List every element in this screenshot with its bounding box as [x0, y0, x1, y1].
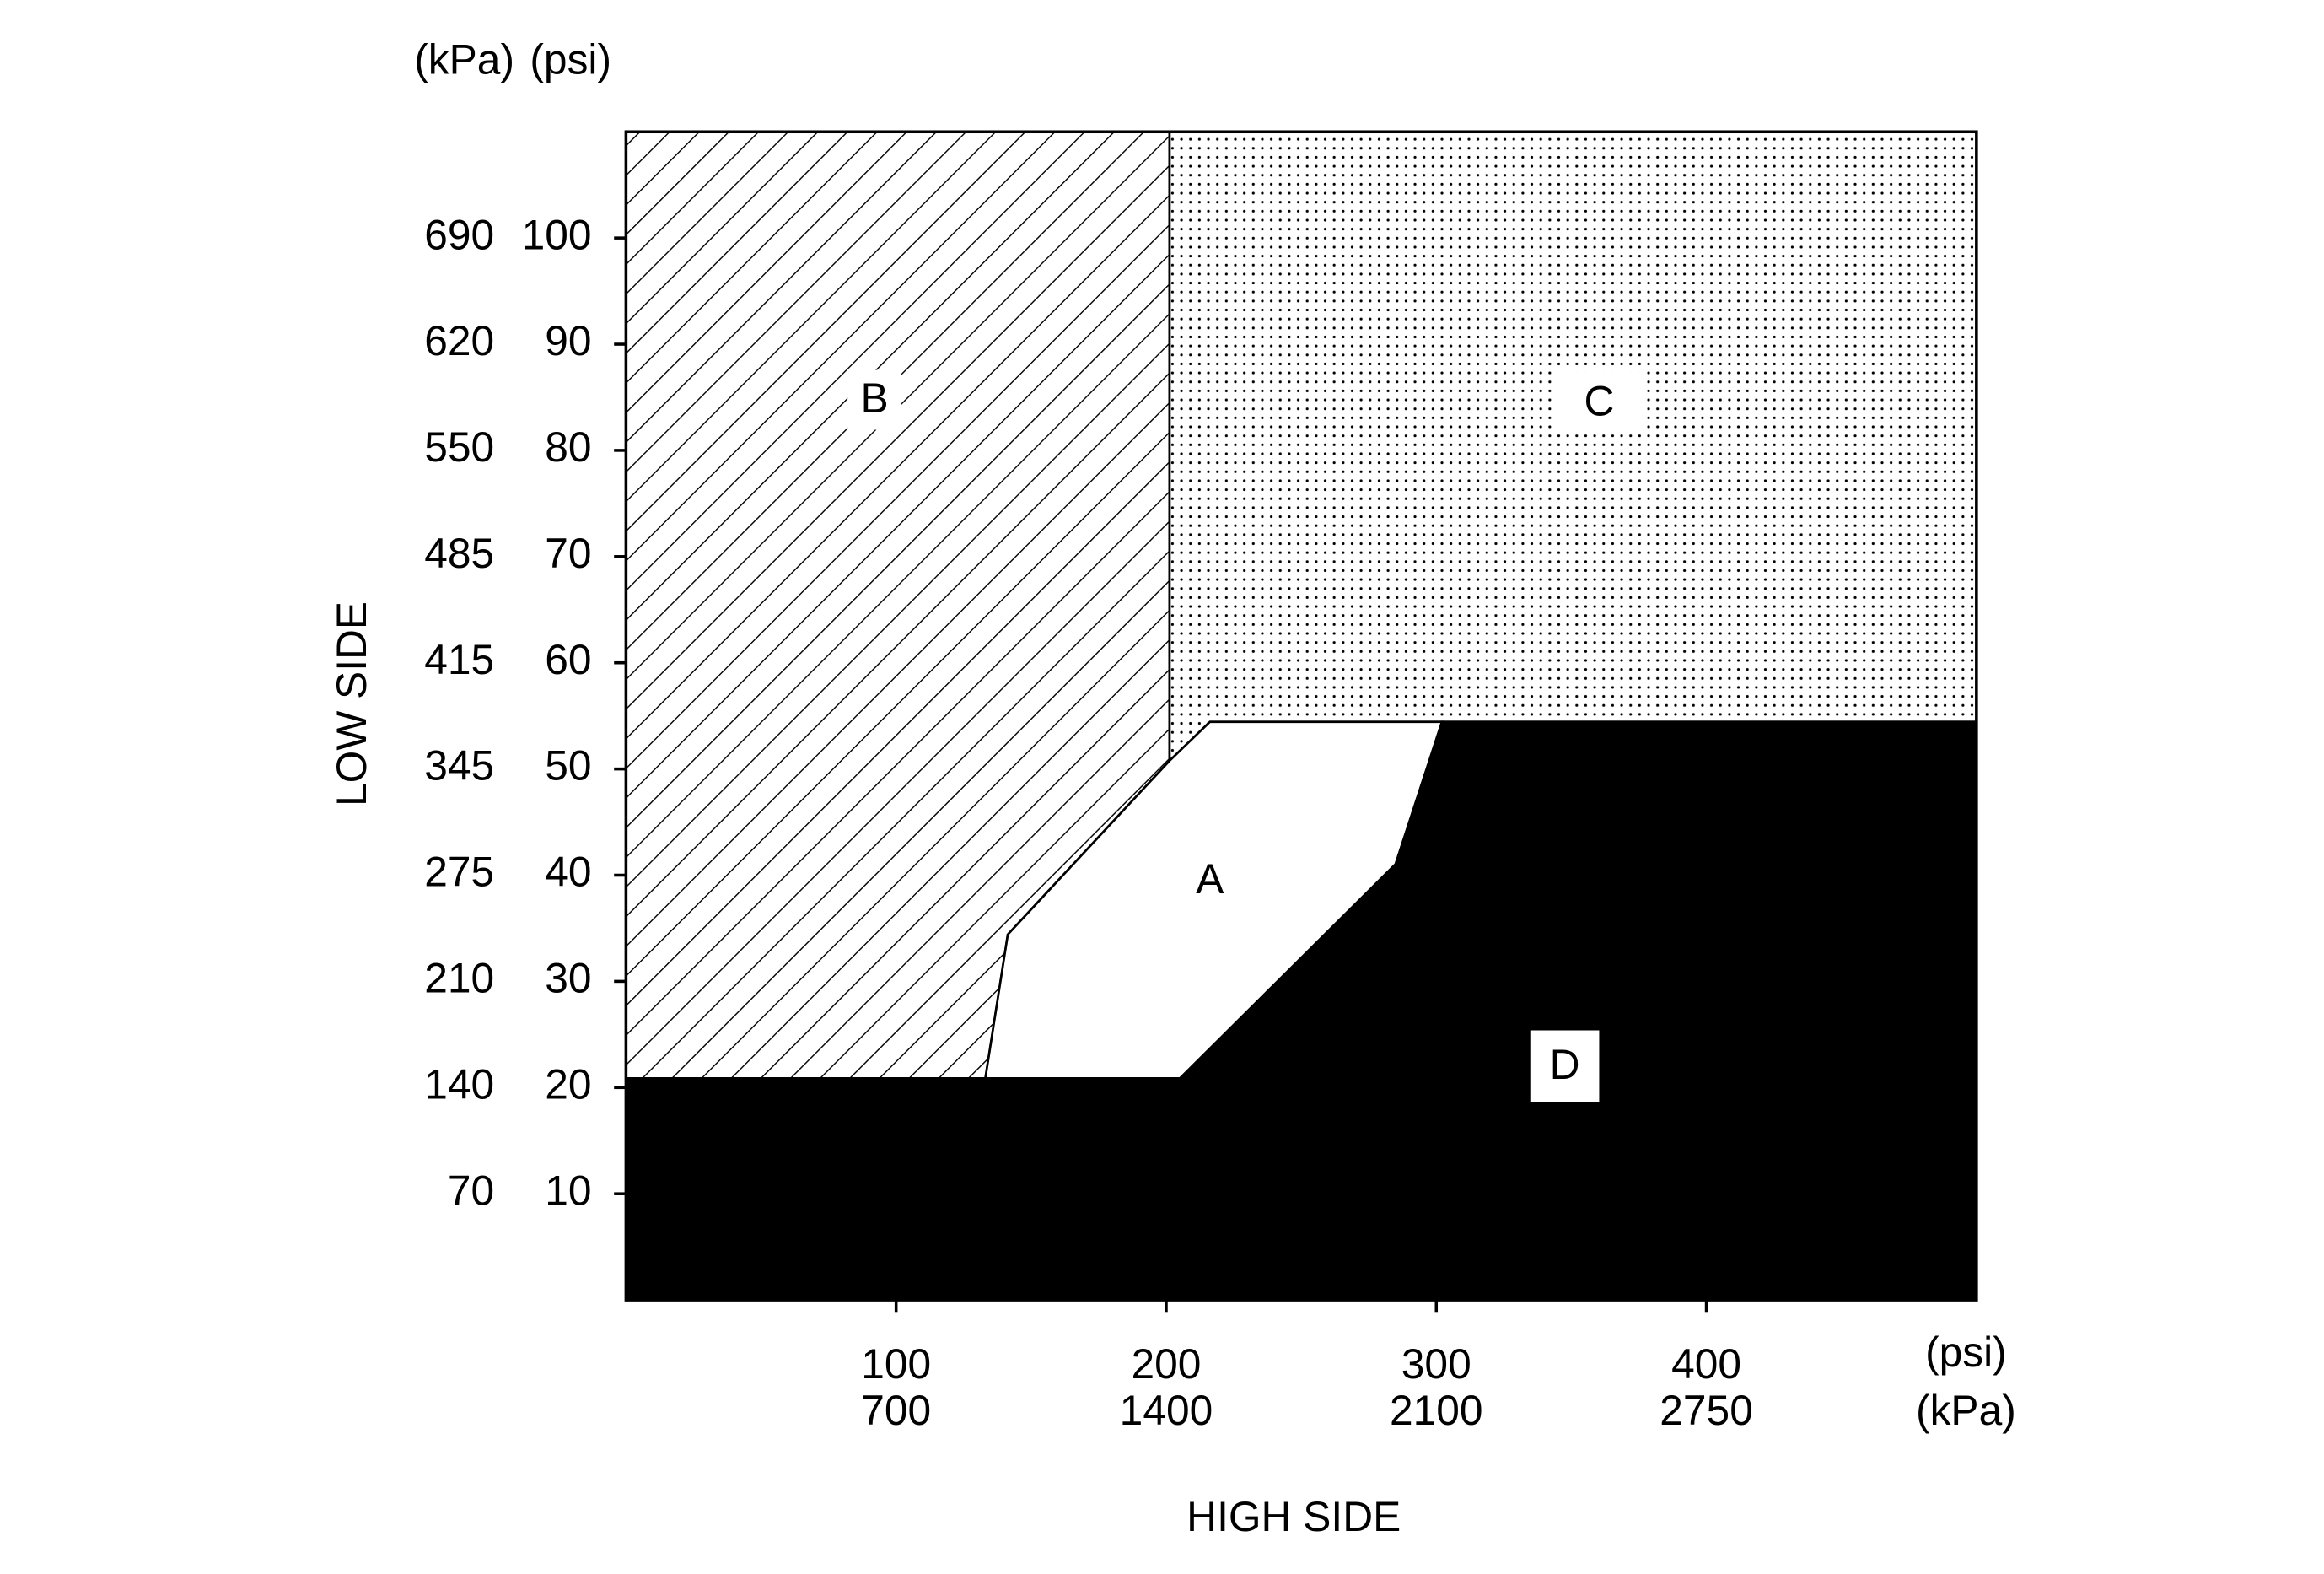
region-label: D [1550, 1041, 1580, 1088]
label-box [847, 369, 902, 430]
x-tick-label: 300 [1401, 1340, 1471, 1388]
y-tick-label-kpa: 70 [448, 1167, 494, 1214]
y-unit: (kPa) [414, 36, 514, 84]
y-tick-label-kpa: 690 [424, 211, 494, 258]
y-tick-label-kpa: 550 [424, 423, 494, 471]
label-box [1530, 1030, 1600, 1102]
x-tick-label: 100 [861, 1340, 931, 1388]
x-tick-label: 200 [1132, 1340, 1202, 1388]
x-tick-label-kpa: 700 [861, 1387, 931, 1434]
y-tick-label: 10 [545, 1167, 591, 1214]
region-label: C [1584, 377, 1614, 424]
y-tick-label: 30 [545, 955, 591, 1002]
y-tick-label-kpa: 210 [424, 955, 494, 1002]
y-tick-label-kpa: 275 [424, 849, 494, 896]
x-unit: (kPa) [1916, 1387, 2016, 1434]
y-tick-label-kpa: 485 [424, 530, 494, 577]
x-unit: (psi) [1925, 1329, 2007, 1376]
x-tick-label-kpa: 2100 [1390, 1387, 1483, 1434]
region-c [1168, 130, 1978, 764]
plot-frame [624, 130, 1978, 1302]
y-tick-label: 40 [545, 849, 591, 896]
y-unit: (psi) [530, 36, 611, 84]
y-tick-label: 90 [545, 317, 591, 364]
y-tick-label: 100 [522, 211, 592, 258]
x-axis-title: HIGH SIDE [1186, 1493, 1401, 1540]
x-tick-label: 400 [1671, 1340, 1741, 1388]
label-box [1551, 371, 1648, 434]
y-tick-label: 60 [545, 636, 591, 683]
x-tick-label-kpa: 2750 [1660, 1387, 1753, 1434]
y-tick-label: 20 [545, 1060, 591, 1108]
y-tick-label-kpa: 620 [424, 317, 494, 364]
region-label: A [1196, 855, 1224, 903]
y-tick-label: 50 [545, 742, 591, 790]
y-tick-label-kpa: 345 [424, 742, 494, 790]
y-tick-label-kpa: 415 [424, 636, 494, 683]
y-tick-label-kpa: 140 [424, 1060, 494, 1108]
y-tick-label: 80 [545, 423, 591, 471]
y-axis-title: LOW SIDE [328, 601, 375, 806]
region-label: B [861, 375, 889, 422]
x-tick-label-kpa: 1400 [1120, 1387, 1213, 1434]
y-tick-label: 70 [545, 530, 591, 577]
